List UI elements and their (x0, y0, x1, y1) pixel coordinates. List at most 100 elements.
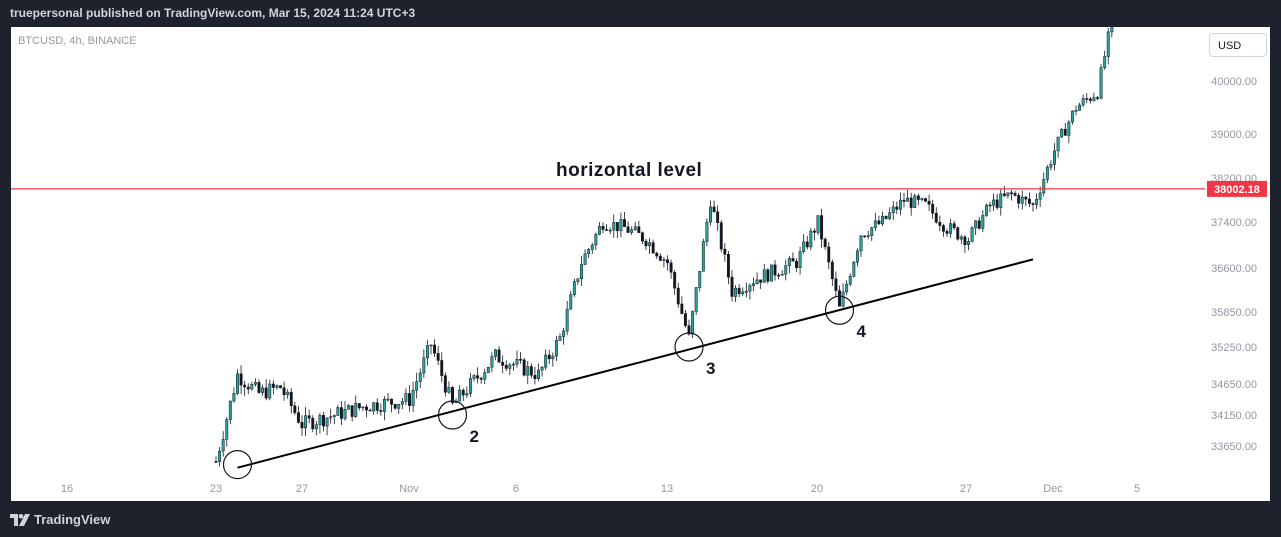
candle-body (913, 195, 917, 208)
candle-body (511, 363, 515, 366)
candle (529, 363, 533, 379)
x-tick-label: 13 (661, 483, 673, 495)
candle-body (461, 389, 465, 396)
candle-body (289, 391, 293, 407)
candle (701, 238, 705, 272)
candle (666, 255, 669, 271)
candle-body (390, 398, 394, 405)
candle-body (884, 215, 888, 219)
candle-body (988, 204, 992, 207)
candle-body (357, 403, 361, 409)
candle-body (1063, 128, 1067, 136)
candle (1070, 110, 1074, 125)
candle-body (759, 279, 763, 283)
candle-body (741, 291, 745, 295)
candle-body (766, 269, 770, 282)
candle-body (1035, 199, 1039, 205)
candle-body (784, 265, 788, 275)
candle (576, 278, 580, 285)
candle-body (888, 212, 892, 219)
candle (787, 255, 791, 274)
candle-body (336, 407, 340, 416)
candle-body (268, 383, 272, 399)
candle-body (644, 240, 648, 247)
candle (816, 215, 820, 236)
candle-body (773, 264, 777, 276)
candle (501, 355, 505, 374)
candle (1010, 189, 1013, 201)
candle (712, 200, 716, 213)
x-tick-label: 16 (61, 483, 73, 495)
candle (902, 192, 906, 208)
candle-body (576, 278, 580, 282)
candle-body (694, 287, 698, 312)
candle (1092, 92, 1096, 102)
candle (881, 211, 884, 227)
candle (451, 385, 454, 405)
candle-body (228, 400, 232, 420)
candle (924, 197, 927, 203)
touch-point-circle (222, 450, 253, 480)
candle (594, 232, 598, 251)
candle-body (895, 206, 899, 210)
candle (382, 396, 386, 421)
candle-body (859, 235, 863, 252)
candle (633, 221, 637, 231)
candle (956, 226, 960, 241)
touch-point-label: 4 (857, 322, 867, 341)
candle-body (863, 235, 867, 238)
candle-body (583, 253, 587, 265)
candle-body (777, 274, 781, 277)
y-tick-label: 35850.00 (1211, 307, 1257, 319)
tradingview-logo[interactable]: TradingView (10, 512, 110, 527)
candle-body (623, 219, 626, 227)
candle (941, 223, 945, 237)
candle (221, 431, 225, 457)
candle (275, 384, 279, 390)
candle-body (974, 220, 978, 229)
candle-body (218, 450, 222, 462)
candle (415, 372, 419, 399)
candle (476, 367, 480, 384)
candle (562, 327, 566, 345)
candle (239, 365, 243, 395)
candle (232, 387, 236, 403)
candle-body (257, 382, 261, 393)
candle (748, 283, 752, 300)
candle-body (329, 416, 333, 419)
candle-body (250, 384, 254, 390)
candle (429, 344, 433, 355)
candle-body (698, 271, 702, 288)
chart-area[interactable]: horizontal level 2 3 4 40000.00 39000.00 3820… (11, 27, 1270, 501)
candle-body (981, 215, 985, 229)
candle (744, 282, 748, 298)
candle (1106, 28, 1110, 65)
candle (709, 200, 712, 226)
candle (737, 284, 741, 298)
candle (250, 381, 254, 391)
candle-body (580, 264, 583, 280)
tradingview-brand: TradingView (34, 512, 111, 527)
candle-body (365, 406, 368, 411)
candle (920, 197, 924, 202)
x-tick-label: Dec (1043, 483, 1063, 495)
candle-body (279, 385, 282, 389)
currency-button[interactable]: USD (1209, 33, 1267, 57)
candle (490, 352, 494, 373)
candle (404, 388, 408, 406)
candle-body (809, 230, 813, 248)
candle-body (590, 244, 594, 250)
x-tick-label: 6 (513, 483, 519, 495)
x-tick-label: Nov (399, 483, 419, 495)
candle (418, 368, 422, 389)
candle-body (282, 387, 286, 395)
touch-point-circle (674, 332, 704, 362)
candle (830, 259, 834, 286)
candle (683, 309, 687, 328)
candle (669, 259, 673, 279)
candle-body (468, 378, 472, 394)
candle (719, 220, 723, 253)
candle (253, 378, 257, 387)
candle-body (508, 364, 512, 369)
